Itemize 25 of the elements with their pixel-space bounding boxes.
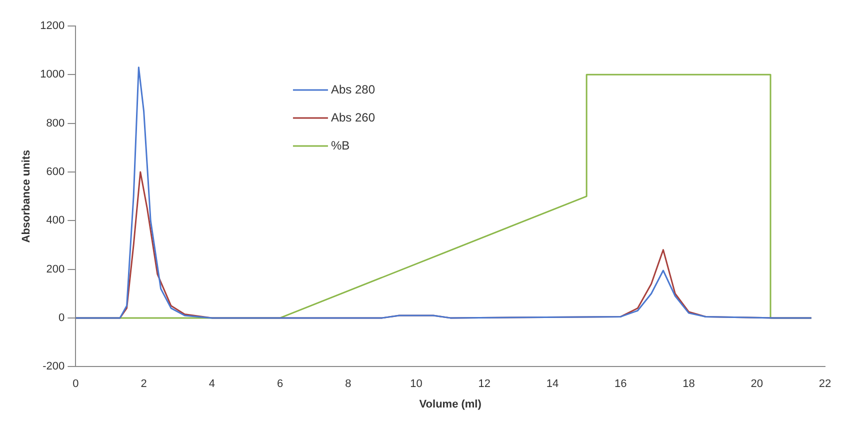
x-axis-title: Volume (ml)	[419, 398, 482, 410]
x-tick-label: 8	[345, 378, 352, 390]
x-tick-label: 16	[614, 378, 627, 390]
y-tick-label: 1200	[40, 20, 65, 32]
x-tick-label: 18	[682, 378, 695, 390]
y-tick-label: 1000	[40, 68, 65, 81]
x-tick-label: 2	[140, 378, 147, 390]
y-tick-label: 600	[46, 166, 65, 178]
x-tick-label: 12	[478, 378, 491, 390]
y-tick-label: 0	[58, 312, 65, 324]
legend-label: Abs 280	[330, 82, 376, 96]
legend-label: Abs 260	[330, 110, 376, 124]
y-tick-label: 200	[46, 263, 65, 276]
x-tick-label: 0	[72, 378, 79, 390]
legend-label: %B	[330, 138, 350, 152]
x-tick-label: 6	[276, 378, 284, 390]
x-tick-label: 22	[818, 378, 832, 390]
x-tick-label: 4	[208, 378, 215, 390]
x-tick-label: 20	[750, 378, 764, 390]
y-tick-label: 400	[46, 214, 65, 227]
x-tick-label: 10	[410, 378, 422, 390]
y-tick-label: -200	[42, 360, 65, 373]
y-axis-title: Absorbance units	[20, 150, 33, 243]
y-tick-label: 800	[46, 117, 65, 130]
x-tick-label: 14	[546, 378, 559, 390]
